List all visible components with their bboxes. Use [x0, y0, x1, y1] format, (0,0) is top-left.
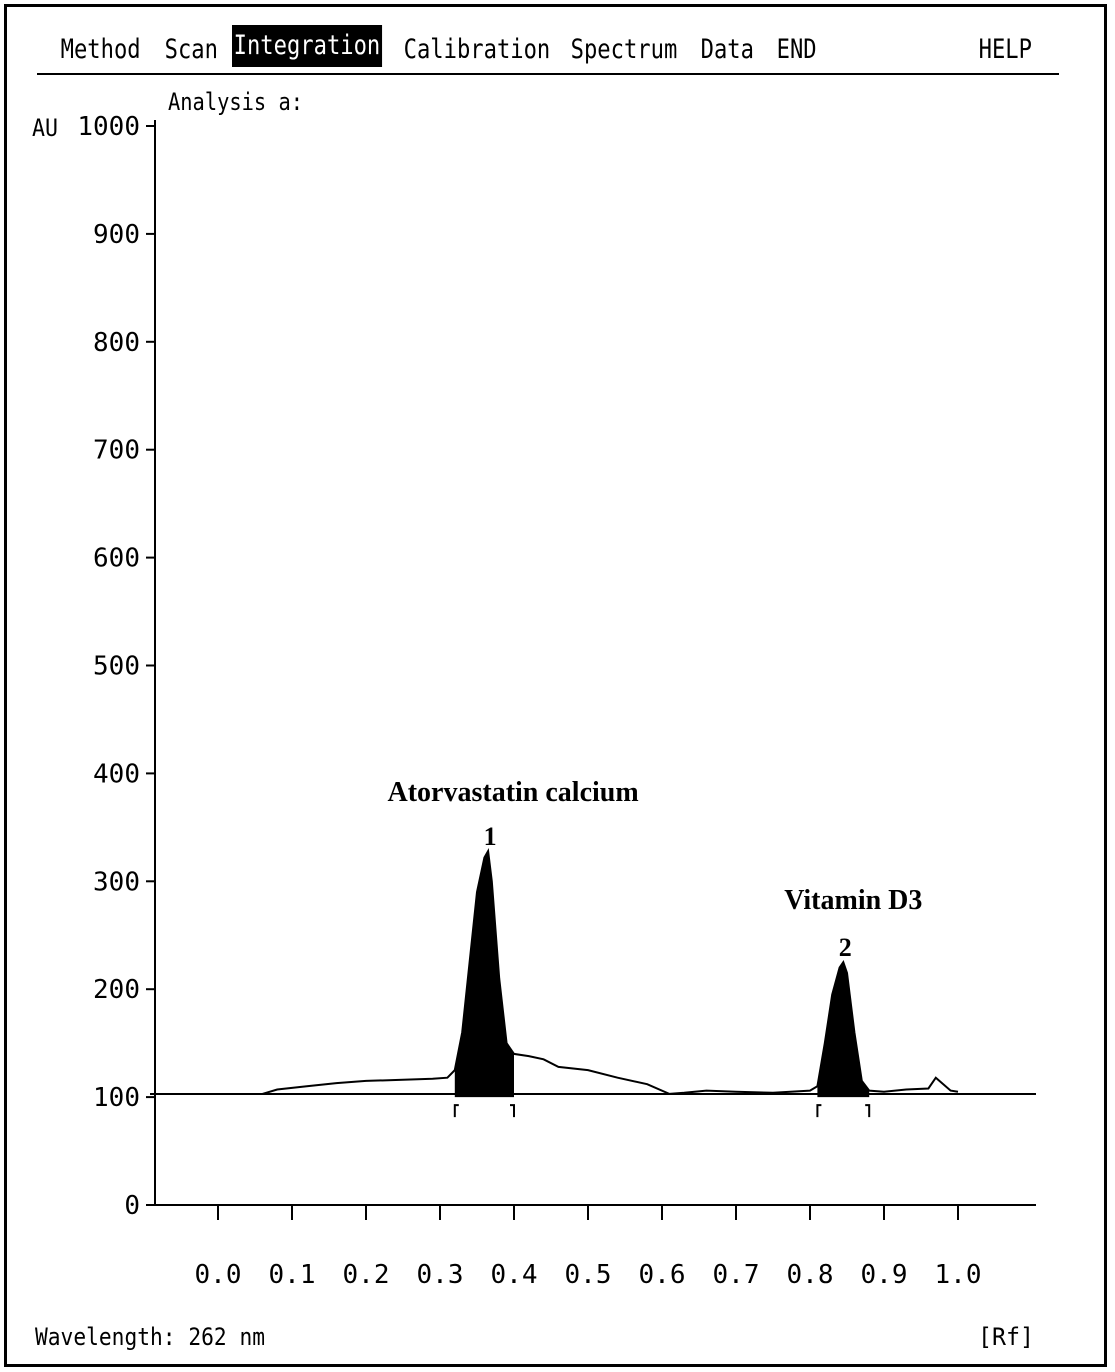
- peak-fills: [454, 851, 870, 1098]
- peak-number: 2: [839, 933, 852, 962]
- x-tick-label: 1.0: [935, 1260, 982, 1290]
- peak-start-bracket: [816, 1104, 822, 1118]
- menu-help[interactable]: HELP: [978, 34, 1032, 65]
- menu-data[interactable]: Data: [700, 34, 754, 65]
- y-tick-label: 400: [93, 759, 140, 789]
- y-tick-label: 100: [93, 1083, 140, 1113]
- x-tick-label: 0.3: [417, 1260, 464, 1290]
- y-tick-label: 0: [124, 1191, 140, 1221]
- peak-area: [454, 851, 514, 1098]
- peak-name-label: Vitamin D3: [784, 885, 922, 916]
- menu-scan[interactable]: Scan: [164, 34, 218, 65]
- y-tick-label: 900: [93, 220, 140, 250]
- x-tick-label: 0.4: [491, 1260, 538, 1290]
- x-ticks: 0.0 0.1 0.2 0.3 0.4 0.5 0.6 0.7 0.8 0.9 1.0: [195, 1205, 982, 1290]
- window-frame: Method Scan Integration Calibration Spec…: [4, 4, 1107, 1367]
- x-tick-label: 0.9: [861, 1260, 908, 1290]
- peak-name-label: Atorvastatin calcium: [388, 777, 639, 808]
- y-tick-label: 200: [93, 975, 140, 1005]
- y-tick-label: 600: [93, 544, 140, 574]
- menu-bar: Method Scan Integration Calibration Spec…: [37, 25, 1059, 75]
- densitogram-trace: [262, 847, 959, 1095]
- menu-calibration[interactable]: Calibration: [403, 34, 551, 65]
- peak-end-bracket: [510, 1104, 515, 1118]
- y-tick-label: 500: [93, 652, 140, 682]
- x-axis-label: [Rf]: [978, 1323, 1034, 1351]
- x-tick-label: 0.6: [639, 1260, 686, 1290]
- menu-spectrum[interactable]: Spectrum: [570, 34, 678, 65]
- peak-start-bracket: [453, 1104, 459, 1118]
- y-axis-label: AU: [32, 114, 58, 142]
- y-tick-label: 700: [93, 436, 140, 466]
- x-tick-label: 0.8: [787, 1260, 834, 1290]
- menu-end[interactable]: END: [776, 34, 817, 65]
- menu-method[interactable]: Method: [60, 34, 141, 65]
- menu-integration[interactable]: Integration: [232, 25, 382, 67]
- x-tick-label: 0.0: [195, 1260, 242, 1290]
- peak-markers: 1 Atorvastatin calcium 2 Vitamin D3: [388, 777, 922, 1118]
- x-tick-label: 0.7: [713, 1260, 760, 1290]
- analysis-label: Analysis a:: [168, 88, 303, 116]
- x-tick-label: 0.1: [269, 1260, 316, 1290]
- x-tick-label: 0.2: [343, 1260, 390, 1290]
- y-tick-label: 300: [93, 867, 140, 897]
- peak-number: 1: [484, 822, 497, 851]
- peak-end-bracket: [865, 1104, 871, 1118]
- wavelength-label: Wavelength: 262 nm: [35, 1323, 265, 1351]
- y-tick-label: 800: [93, 328, 140, 358]
- peak-area: [817, 962, 870, 1098]
- x-tick-label: 0.5: [565, 1260, 612, 1290]
- y-tick-label: 1000: [77, 112, 140, 142]
